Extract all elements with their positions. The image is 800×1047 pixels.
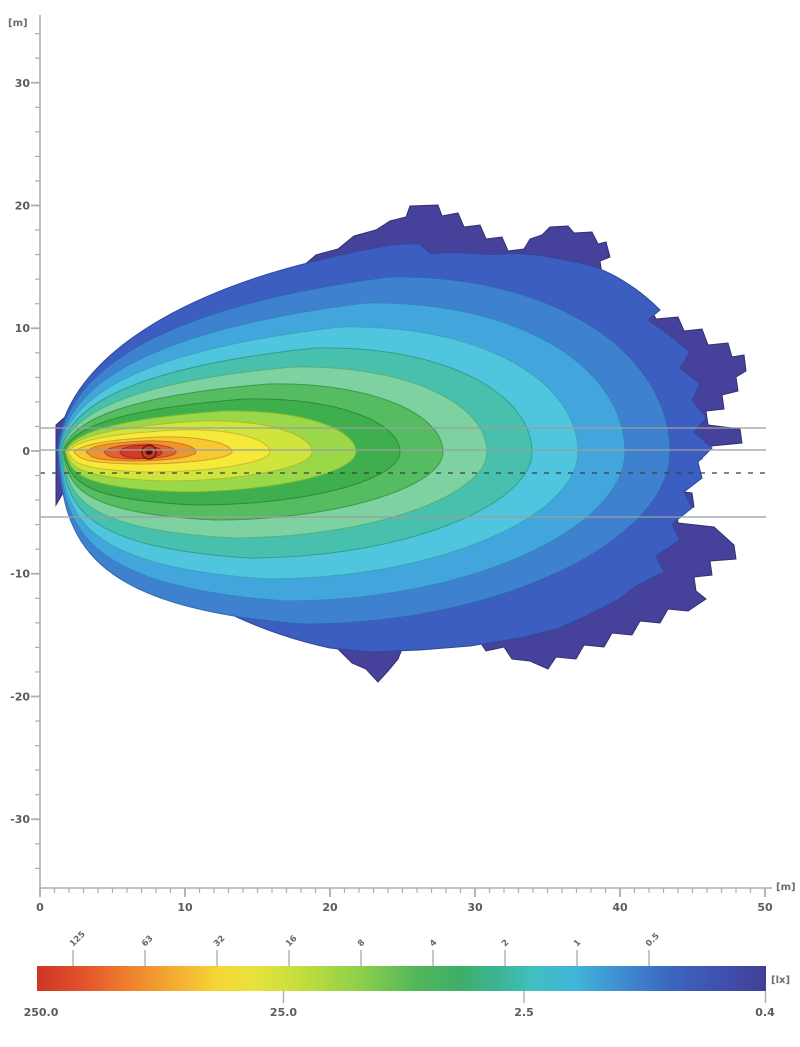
y-axis-ticks — [31, 33, 40, 869]
contour-bands — [55, 204, 747, 683]
colorbar-top-label: 1 — [572, 938, 583, 949]
y-tick-label: 10 — [15, 322, 31, 335]
colorbar-bottom-label: 2.5 — [514, 1006, 534, 1019]
colorbar-gradient-bar — [37, 966, 766, 991]
x-tick-label: 0 — [36, 901, 44, 914]
y-tick-label: 20 — [15, 200, 31, 213]
y-tick-label: -30 — [10, 813, 30, 826]
colorbar-top-label: 32 — [212, 934, 227, 949]
y-axis-unit-label: [m] — [8, 18, 28, 29]
hotspot-ring — [141, 444, 157, 460]
colorbar-top-label: 125 — [68, 929, 88, 949]
colorbar-bottom-label: 250.0 — [24, 1006, 59, 1019]
colorbar-bottom-label: 25.0 — [270, 1006, 297, 1019]
x-axis-unit-label: [m] — [776, 882, 796, 893]
y-axis: 30 20 10 0 -10 -20 -30 [m] — [8, 15, 41, 888]
colorbar-top-label: 63 — [140, 934, 155, 949]
x-tick-label: 10 — [177, 901, 193, 914]
x-tick-label: 30 — [467, 901, 483, 914]
contour-band-red — [119, 445, 163, 459]
x-tick-label: 50 — [757, 901, 773, 914]
road-marking-lines — [40, 427, 766, 518]
colorbar-top-label: 8 — [356, 938, 367, 949]
x-tick-label: 40 — [612, 901, 628, 914]
colorbar-top-label: 4 — [428, 938, 439, 949]
y-tick-label: -20 — [10, 691, 30, 704]
x-axis-ticks — [39, 888, 766, 897]
y-tick-label: -10 — [10, 568, 30, 581]
colorbar-top-label: 16 — [284, 934, 299, 949]
colorbar-top-label: 2 — [500, 938, 511, 949]
y-tick-label: 30 — [15, 77, 31, 90]
colorbar: 125 63 32 16 8 4 2 1 0.5 250.0 25.0 2.5 … — [24, 929, 790, 1019]
x-tick-label: 20 — [322, 901, 338, 914]
colorbar-ticks — [72, 950, 767, 1003]
x-axis: 0 10 20 30 40 50 [m] — [36, 882, 795, 914]
colorbar-top-label: 0.5 — [644, 931, 662, 949]
colorbar-unit-label: [lx] — [771, 975, 790, 986]
y-tick-label: 0 — [22, 445, 30, 458]
colorbar-bottom-label: 0.4 — [755, 1006, 775, 1019]
